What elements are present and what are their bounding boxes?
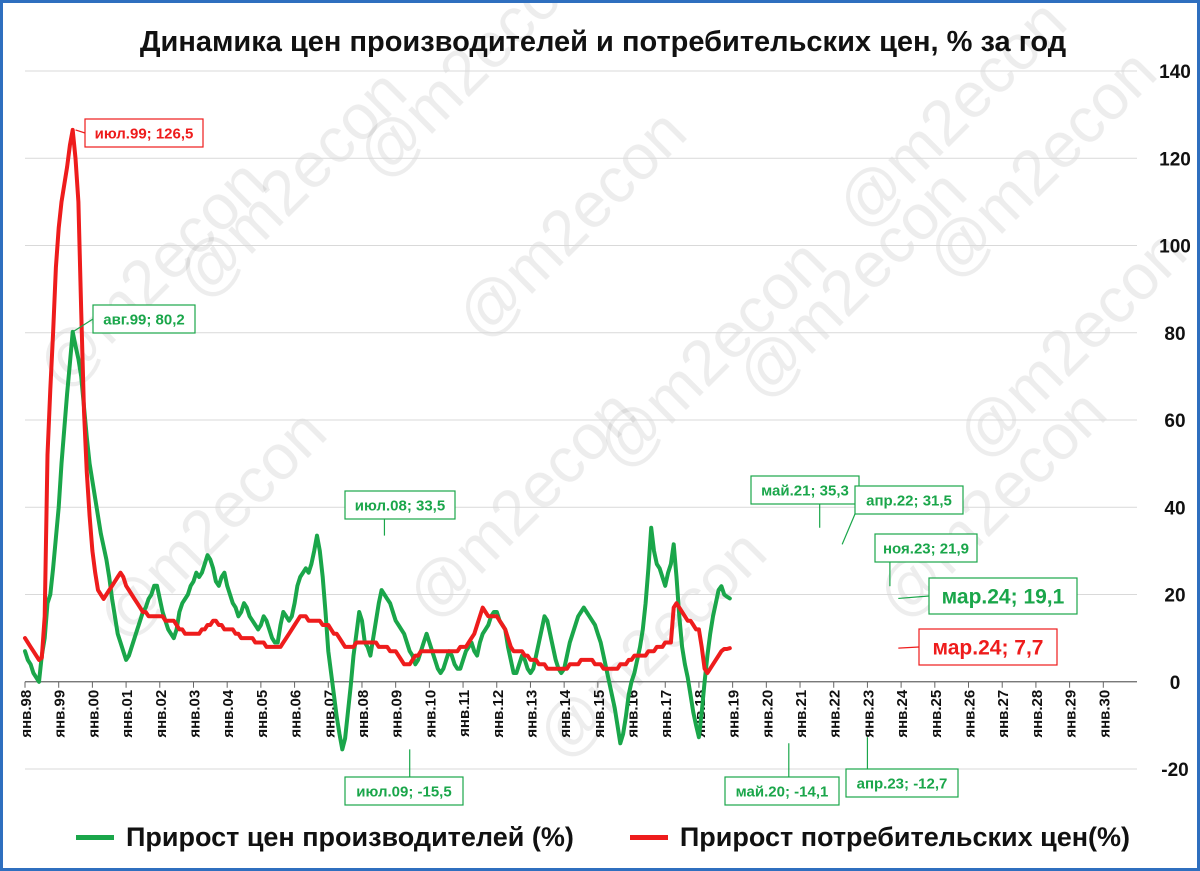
watermark-text: @m2econ xyxy=(442,95,700,353)
x-tick-label: янв.99 xyxy=(52,690,69,738)
legend-label-consumer: Прирост потребительских цен(%) xyxy=(679,821,1131,852)
annotation-box xyxy=(84,118,204,148)
chart-title: Динамика цен производителей и потребител… xyxy=(139,26,1067,58)
x-tick-label: янв.06 xyxy=(288,690,305,738)
x-tick-label: янв.11 xyxy=(456,690,473,737)
x-tick-label: янв.24 xyxy=(894,689,911,738)
annotation-label: мар.24; 19,1 xyxy=(942,586,1065,609)
annotation-label: июл.08; 33,5 xyxy=(355,497,445,514)
y-tick-label: 120 xyxy=(1159,149,1191,170)
annotation-box xyxy=(724,776,840,806)
x-tick-label: янв.15 xyxy=(591,690,608,738)
x-tick-label: янв.27 xyxy=(995,690,1012,738)
annotation-label: май.21; 35,3 xyxy=(761,482,849,499)
x-tick-label: янв.28 xyxy=(1029,690,1046,738)
annotation-box xyxy=(92,304,196,334)
x-tick-label: янв.30 xyxy=(1096,690,1113,738)
annotation-label: апр.23; -12,7 xyxy=(857,775,948,792)
annotation-box xyxy=(750,475,860,505)
x-tick-label: янв.19 xyxy=(726,690,743,738)
y-tick-label: 100 xyxy=(1159,237,1191,258)
x-tick-label: янв.22 xyxy=(827,690,844,738)
consumer-price-line xyxy=(23,127,732,675)
annotation-leader xyxy=(72,318,94,333)
x-tick-label: янв.98 xyxy=(18,690,35,738)
annotation-callout: май.20; -14,1 xyxy=(724,743,840,806)
annotation-callout: июл.99; 126,5 xyxy=(75,118,204,148)
watermark-text: @m2econ xyxy=(82,395,340,653)
legend-swatch-consumer xyxy=(629,834,668,840)
legend-label-producer: Прирост цен производителей (%) xyxy=(125,821,574,852)
annotation-box xyxy=(928,577,1078,615)
annotation-label: июл.09; -15,5 xyxy=(356,783,451,800)
annotation-leader xyxy=(841,513,856,545)
annotation-callout: авг.99; 80,2 xyxy=(72,304,196,334)
annotation-leader xyxy=(898,595,930,600)
legend-swatch-producer xyxy=(75,834,114,840)
x-tick-label: янв.00 xyxy=(85,690,102,738)
annotation-callout: июл.09; -15,5 xyxy=(344,749,464,806)
annotation-label: июл.99; 126,5 xyxy=(95,125,194,142)
legend-entry-producer: Прирост цен производителей (%) xyxy=(75,821,574,853)
x-tick-label: янв.23 xyxy=(860,690,877,738)
annotation-label: авг.99; 80,2 xyxy=(103,311,185,328)
annotation-callout: апр.23; -12,7 xyxy=(845,737,959,798)
legend: Прирост цен производителей (%) Прирост п… xyxy=(3,815,1200,859)
annotation-box xyxy=(344,490,456,520)
annotation-box xyxy=(918,628,1058,666)
x-tick-label: янв.20 xyxy=(759,690,776,738)
annotation-callout: апр.22; 31,5 xyxy=(841,485,964,545)
x-tick-label: янв.12 xyxy=(490,690,507,738)
annotation-label: ноя.23; 21,9 xyxy=(883,540,969,557)
annotation-label: апр.22; 31,5 xyxy=(866,492,952,509)
x-tick-label: янв.25 xyxy=(928,690,945,738)
legend-entry-consumer: Прирост потребительских цен(%) xyxy=(629,821,1131,853)
annotation-callout: мар.24; 7,7 xyxy=(898,628,1058,666)
y-tick-label: 140 xyxy=(1159,62,1191,83)
annotation-box xyxy=(344,776,464,806)
y-tick-label: 80 xyxy=(1164,324,1185,345)
annotation-box xyxy=(845,768,959,798)
x-tick-label: янв.14 xyxy=(557,689,574,738)
annotation-leader xyxy=(75,129,86,134)
annotation-label: май.20; -14,1 xyxy=(736,783,829,800)
x-tick-label: янв.09 xyxy=(389,690,406,738)
y-tick-label: -20 xyxy=(1161,760,1188,781)
annotation-callout: ноя.23; 21,9 xyxy=(874,533,978,587)
x-tick-label: янв.03 xyxy=(186,690,203,738)
x-tick-label: янв.26 xyxy=(962,690,979,738)
x-tick-label: янв.08 xyxy=(355,690,372,738)
x-tick-label: янв.17 xyxy=(658,690,675,738)
x-tick-label: янв.04 xyxy=(220,689,237,738)
annotation-box xyxy=(874,533,978,563)
annotation-callout: мар.24; 19,1 xyxy=(898,577,1078,615)
y-tick-label: 40 xyxy=(1164,498,1185,519)
x-tick-label: янв.10 xyxy=(422,690,439,738)
y-tick-label: 0 xyxy=(1170,673,1181,694)
y-tick-label: 60 xyxy=(1164,411,1185,432)
plot-area: @m2econ@m2econ @m2econ@m2econ @m2econ@m2ec… xyxy=(18,3,1197,806)
annotation-leader xyxy=(898,646,920,649)
annotation-label: мар.24; 7,7 xyxy=(933,637,1044,660)
x-tick-label: янв.02 xyxy=(153,690,170,738)
x-tick-label: янв.21 xyxy=(793,690,810,738)
annotation-box xyxy=(854,485,964,515)
x-tick-label: янв.05 xyxy=(254,690,271,738)
annotation-callout: июл.08; 33,5 xyxy=(344,490,456,536)
x-tick-label: янв.01 xyxy=(119,690,136,738)
x-tick-label: янв.13 xyxy=(523,690,540,738)
x-tick-label: янв.29 xyxy=(1063,690,1080,738)
y-tick-label: 20 xyxy=(1164,586,1185,607)
annotation-callout: май.21; 35,3 xyxy=(750,475,860,528)
